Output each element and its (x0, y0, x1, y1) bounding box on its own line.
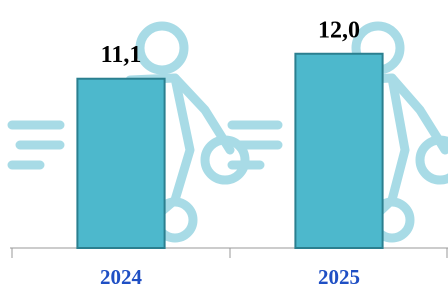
x-tick-label: 2024 (100, 265, 143, 289)
bar (295, 54, 382, 248)
value-label: 11,1 (101, 42, 142, 68)
x-tick-label: 2025 (318, 265, 360, 289)
chart: 2024 11,1 2025 12,0 (0, 0, 448, 292)
bar (77, 79, 164, 248)
value-label: 12,0 (318, 17, 360, 43)
page: 202411,1202512,0 (() => { const data = J… (0, 0, 448, 292)
